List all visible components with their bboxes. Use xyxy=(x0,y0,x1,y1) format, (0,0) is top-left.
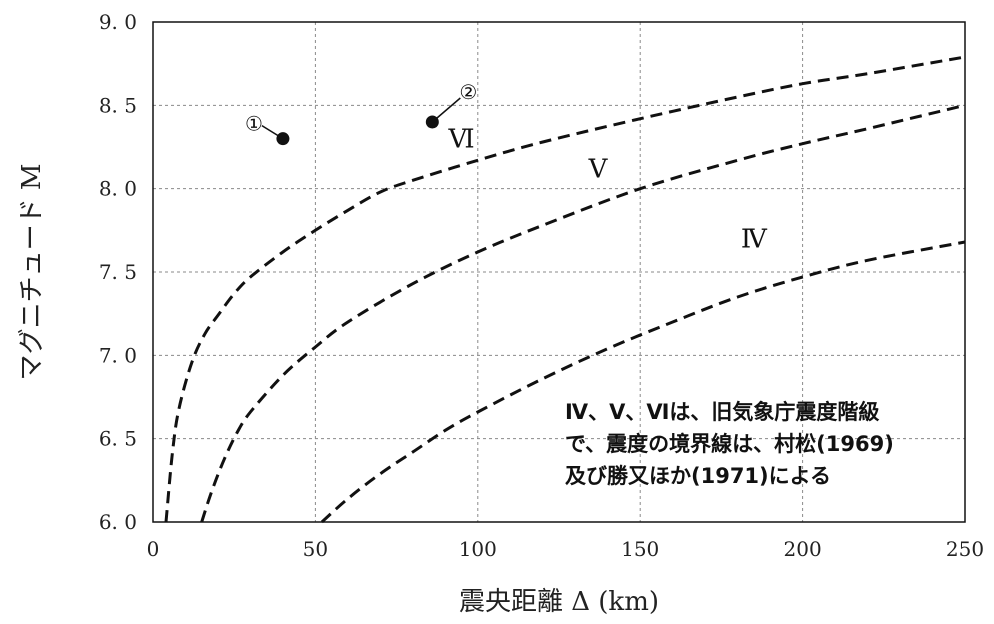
x-axis-title: 震央距離 Δ (km) xyxy=(459,587,659,617)
note-line-2: で、震度の境界線は、村松(1969) xyxy=(565,432,894,456)
x-tick-label: 250 xyxy=(946,537,984,561)
boundary-curve xyxy=(320,240,966,524)
point-label: ① xyxy=(245,112,263,136)
data-point xyxy=(425,115,439,129)
boundary-curve xyxy=(164,55,966,523)
annotation-note: Ⅳ、Ⅴ、Ⅵは、旧気象庁震度階級 で、震度の境界線は、村松(1969) 及び勝又ほ… xyxy=(565,400,894,488)
data-point xyxy=(276,132,290,146)
note-line-1: Ⅳ、Ⅴ、Ⅵは、旧気象庁震度階級 xyxy=(565,400,879,424)
boundary-curve xyxy=(200,103,966,523)
y-tick-label: 8. 0 xyxy=(99,177,137,201)
region-label: Ⅵ xyxy=(447,125,474,155)
x-tick-label: 50 xyxy=(303,537,328,561)
y-tick-label: 8. 5 xyxy=(99,93,137,117)
y-tick-label: 9. 0 xyxy=(99,10,137,34)
y-axis-title: マグニチュード M xyxy=(17,164,47,381)
tick-labels: 0 50 100 150 200 250 6. 0 6. 5 7. 0 7. 5 8. 0 8. 5 9… xyxy=(99,10,984,561)
plot-frame xyxy=(152,21,966,523)
region-label: Ⅳ xyxy=(741,225,768,255)
x-tick-label: 150 xyxy=(621,537,659,561)
intensity-boundary-curves xyxy=(164,55,966,524)
y-tick-label: 6. 0 xyxy=(99,510,137,534)
x-tick-label: 100 xyxy=(459,537,497,561)
note-line-3: 及び勝又ほか(1971)による xyxy=(565,464,831,488)
earthquake-points: ①② xyxy=(245,80,477,146)
region-label: Ⅴ xyxy=(588,155,609,185)
grid-lines xyxy=(153,22,965,522)
x-tick-label: 200 xyxy=(784,537,822,561)
region-labels: Ⅵ Ⅴ Ⅳ xyxy=(447,125,767,255)
x-tick-label: 0 xyxy=(147,537,160,561)
y-tick-label: 6. 5 xyxy=(99,427,137,451)
y-tick-label: 7. 0 xyxy=(99,343,137,367)
point-label: ② xyxy=(459,80,477,104)
y-tick-label: 7. 5 xyxy=(99,260,137,284)
